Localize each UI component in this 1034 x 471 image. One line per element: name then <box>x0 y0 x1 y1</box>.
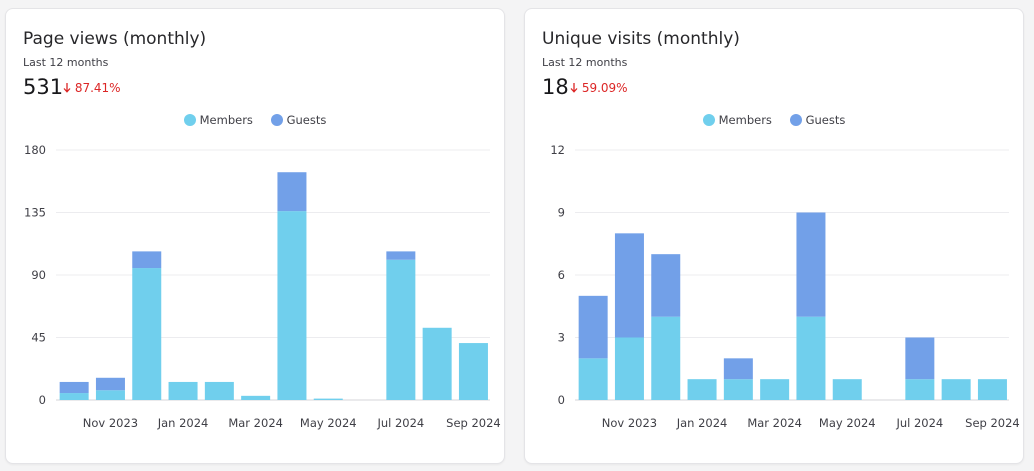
bar-guests-dec-2023[interactable] <box>132 251 162 269</box>
bar-members-mar-2024[interactable] <box>760 379 790 400</box>
x-tick-label: May 2024 <box>819 416 876 430</box>
legend-label: Guests <box>286 113 327 127</box>
x-tick-label: Jul 2024 <box>895 416 943 430</box>
x-tick-label: Sep 2024 <box>446 416 501 430</box>
delta-badge: 87.41% <box>63 81 121 95</box>
bar-members-apr-2024[interactable] <box>277 211 307 400</box>
bar-members-sep-2024[interactable] <box>977 379 1007 400</box>
bar-members-aug-2024[interactable] <box>941 379 971 400</box>
x-tick-label: Jan 2024 <box>676 416 728 430</box>
legend-item-members[interactable]: Members <box>183 113 253 127</box>
legend-item-members[interactable]: Members <box>702 113 772 127</box>
bar-members-dec-2023[interactable] <box>651 316 681 400</box>
y-tick-label: 3 <box>558 331 565 345</box>
x-tick-label: Jan 2024 <box>157 416 209 430</box>
bar-members-jan-2024[interactable] <box>168 381 198 400</box>
x-tick-label: Mar 2024 <box>228 416 283 430</box>
bar-guests-oct-2023[interactable] <box>59 381 89 394</box>
x-tick-label: Sep 2024 <box>965 416 1020 430</box>
page-views-card: Page views (monthly) Last 12 months 531 … <box>5 8 505 464</box>
legend-label: Members <box>718 113 772 127</box>
y-tick-label: 180 <box>24 143 46 157</box>
arrow-down-icon <box>63 83 71 93</box>
legend-swatch-guests <box>270 114 283 126</box>
bar-members-dec-2023[interactable] <box>132 268 162 400</box>
chart-legend: Members Guests <box>525 113 1023 127</box>
y-tick-label: 135 <box>24 206 46 220</box>
delta-value: 59.09% <box>581 81 628 95</box>
delta-value: 87.41% <box>74 81 121 95</box>
y-tick-label: 90 <box>31 268 46 282</box>
legend-item-guests[interactable]: Guests <box>270 113 327 127</box>
total-value: 18 <box>542 75 569 99</box>
bar-guests-jul-2024[interactable] <box>386 251 416 260</box>
legend-swatch-guests <box>789 114 802 126</box>
total-value: 531 <box>23 75 64 99</box>
bar-guests-apr-2024[interactable] <box>277 172 307 212</box>
legend-swatch-members <box>702 114 715 126</box>
bar-members-sep-2024[interactable] <box>458 343 488 400</box>
bar-members-feb-2024[interactable] <box>723 379 753 400</box>
x-tick-label: Nov 2023 <box>602 416 657 430</box>
delta-badge: 59.09% <box>570 81 628 95</box>
bar-guests-feb-2024[interactable] <box>723 358 753 380</box>
bar-guests-oct-2023[interactable] <box>578 295 608 359</box>
x-tick-label: Mar 2024 <box>747 416 802 430</box>
card-title: Page views (monthly) <box>23 29 207 49</box>
card-title: Unique visits (monthly) <box>542 29 740 49</box>
y-tick-label: 12 <box>550 143 565 157</box>
bar-guests-dec-2023[interactable] <box>651 254 681 317</box>
y-tick-label: 6 <box>558 268 565 282</box>
bar-members-apr-2024[interactable] <box>796 316 826 400</box>
bar-members-may-2024[interactable] <box>832 379 862 400</box>
x-tick-label: Jul 2024 <box>376 416 424 430</box>
bar-guests-jul-2024[interactable] <box>905 337 935 380</box>
bar-members-jan-2024[interactable] <box>687 379 717 400</box>
legend-label: Members <box>199 113 253 127</box>
unique-visits-chart: 0 3 6 9 12 Nov 2023 Jan 2024 Mar 2024 May 2024 Ju… <box>550 143 1020 430</box>
x-tick-label: Nov 2023 <box>83 416 138 430</box>
bar-members-feb-2024[interactable] <box>204 381 234 400</box>
y-tick-label: 0 <box>39 393 46 407</box>
bar-members-nov-2023[interactable] <box>614 337 644 401</box>
chart-legend: Members Guests <box>6 113 504 127</box>
x-tick-label: May 2024 <box>300 416 357 430</box>
legend-item-guests[interactable]: Guests <box>789 113 846 127</box>
y-tick-label: 9 <box>558 206 565 220</box>
legend-swatch-members <box>183 114 196 126</box>
unique-visits-card: Unique visits (monthly) Last 12 months 1… <box>524 8 1024 464</box>
bar-members-oct-2023[interactable] <box>578 358 608 400</box>
bar-members-mar-2024[interactable] <box>241 395 271 400</box>
y-tick-label: 45 <box>31 331 46 345</box>
bar-members-oct-2023[interactable] <box>59 393 89 400</box>
y-tick-label: 0 <box>558 393 565 407</box>
arrow-down-icon <box>570 83 578 93</box>
bar-members-jul-2024[interactable] <box>386 259 416 400</box>
bar-guests-apr-2024[interactable] <box>796 212 826 317</box>
bar-members-may-2024[interactable] <box>313 398 343 400</box>
bar-members-jul-2024[interactable] <box>905 379 935 400</box>
bar-members-aug-2024[interactable] <box>422 327 452 400</box>
bar-guests-nov-2023[interactable] <box>614 233 644 338</box>
bar-guests-nov-2023[interactable] <box>95 377 125 391</box>
card-subtitle: Last 12 months <box>23 56 109 69</box>
page-views-chart: 0 45 90 135 180 Nov 2023 Jan 2024 Mar 2024 May 2… <box>24 143 501 430</box>
legend-label: Guests <box>805 113 846 127</box>
bar-members-nov-2023[interactable] <box>95 390 125 400</box>
card-subtitle: Last 12 months <box>542 56 628 69</box>
